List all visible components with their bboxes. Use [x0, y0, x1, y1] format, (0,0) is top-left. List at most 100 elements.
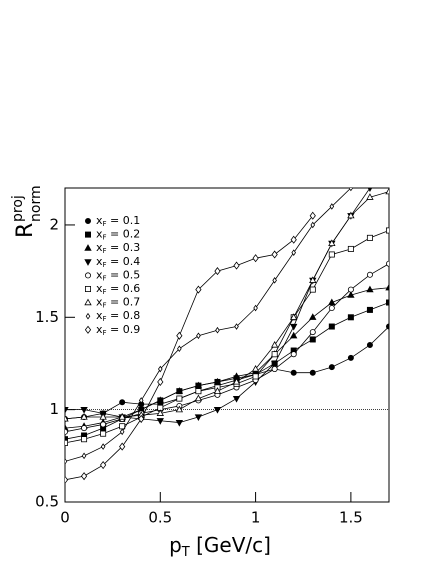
- legend-marker: [84, 325, 92, 334]
- marker: [309, 313, 317, 320]
- marker: [270, 360, 279, 368]
- marker: [100, 443, 106, 450]
- marker: [213, 377, 222, 385]
- legend-label: xF = 0.4: [96, 255, 140, 269]
- marker: [348, 188, 354, 192]
- x-tick-label: 1: [251, 509, 261, 527]
- marker: [80, 407, 88, 414]
- legend-marker: [85, 312, 91, 320]
- marker: [271, 366, 278, 373]
- marker: [366, 306, 373, 313]
- marker: [119, 399, 126, 406]
- legend-label: xF = 0.8: [96, 309, 140, 323]
- marker: [328, 251, 335, 258]
- marker: [347, 211, 355, 219]
- marker: [347, 286, 354, 293]
- marker: [232, 377, 241, 385]
- marker: [366, 341, 373, 348]
- y-tick-label: 1.5: [35, 308, 59, 326]
- marker: [385, 299, 389, 306]
- marker: [290, 351, 297, 358]
- marker: [100, 461, 107, 470]
- marker: [100, 421, 107, 428]
- marker: [290, 235, 297, 244]
- legend-label: xF = 0.5: [96, 268, 140, 282]
- marker: [328, 305, 335, 312]
- x-tick-label: 1.5: [339, 509, 363, 527]
- marker: [385, 283, 389, 291]
- series-line: [65, 215, 314, 481]
- legend-marker: [84, 298, 92, 306]
- marker: [233, 261, 240, 270]
- marker: [177, 345, 182, 352]
- marker: [272, 277, 277, 284]
- marker: [328, 364, 335, 371]
- marker: [138, 397, 144, 404]
- marker: [385, 188, 389, 195]
- x-tick-label: 0.5: [148, 509, 172, 527]
- marker: [347, 245, 354, 252]
- marker: [309, 211, 316, 220]
- marker: [156, 418, 164, 425]
- marker: [80, 413, 88, 420]
- marker: [100, 430, 107, 437]
- y-label-sub: norm: [28, 185, 44, 222]
- marker: [252, 373, 259, 380]
- marker: [215, 326, 220, 334]
- marker: [138, 414, 145, 423]
- marker: [310, 221, 316, 229]
- marker: [328, 323, 335, 330]
- marker: [329, 203, 335, 210]
- marker: [81, 452, 87, 460]
- series-line: [65, 263, 389, 433]
- marker: [176, 331, 183, 340]
- series-line: [65, 188, 352, 462]
- marker: [347, 291, 355, 298]
- marker: [194, 414, 203, 422]
- marker: [118, 413, 126, 420]
- marker: [194, 394, 203, 402]
- marker: [232, 395, 241, 403]
- marker: [80, 472, 88, 481]
- marker: [119, 428, 125, 436]
- legend-label: xF = 0.7: [96, 296, 140, 310]
- marker: [81, 425, 88, 432]
- legend-label: xF = 0.1: [96, 214, 140, 228]
- marker: [65, 407, 69, 414]
- legend-marker: [85, 217, 92, 224]
- marker: [158, 365, 163, 373]
- series-line: [65, 326, 389, 420]
- marker: [65, 414, 69, 422]
- marker: [271, 351, 278, 358]
- marker: [194, 381, 203, 389]
- marker: [270, 340, 279, 348]
- marker: [253, 304, 258, 312]
- marker: [309, 286, 316, 293]
- y-tick-label: 2: [49, 215, 59, 233]
- marker: [366, 271, 373, 278]
- x-tick-label: 0: [60, 509, 70, 527]
- legend-marker: [84, 244, 92, 251]
- marker: [385, 227, 389, 234]
- marker: [195, 285, 202, 294]
- marker: [290, 313, 298, 320]
- marker: [386, 260, 389, 267]
- marker: [309, 276, 317, 283]
- marker: [251, 364, 260, 372]
- marker: [65, 475, 69, 484]
- marker: [99, 413, 107, 420]
- plot-frame: [64, 187, 390, 503]
- series-group: [65, 188, 389, 484]
- marker: [81, 436, 88, 443]
- marker: [290, 323, 298, 331]
- marker: [196, 332, 201, 340]
- marker: [157, 377, 164, 386]
- series-line: [65, 287, 389, 429]
- marker: [65, 439, 69, 446]
- y-tick-label: 0.5: [35, 493, 59, 511]
- y-axis-label: R proj norm: [10, 185, 44, 238]
- marker: [119, 442, 126, 451]
- marker: [366, 193, 374, 200]
- y-tick-label: 1: [49, 400, 59, 418]
